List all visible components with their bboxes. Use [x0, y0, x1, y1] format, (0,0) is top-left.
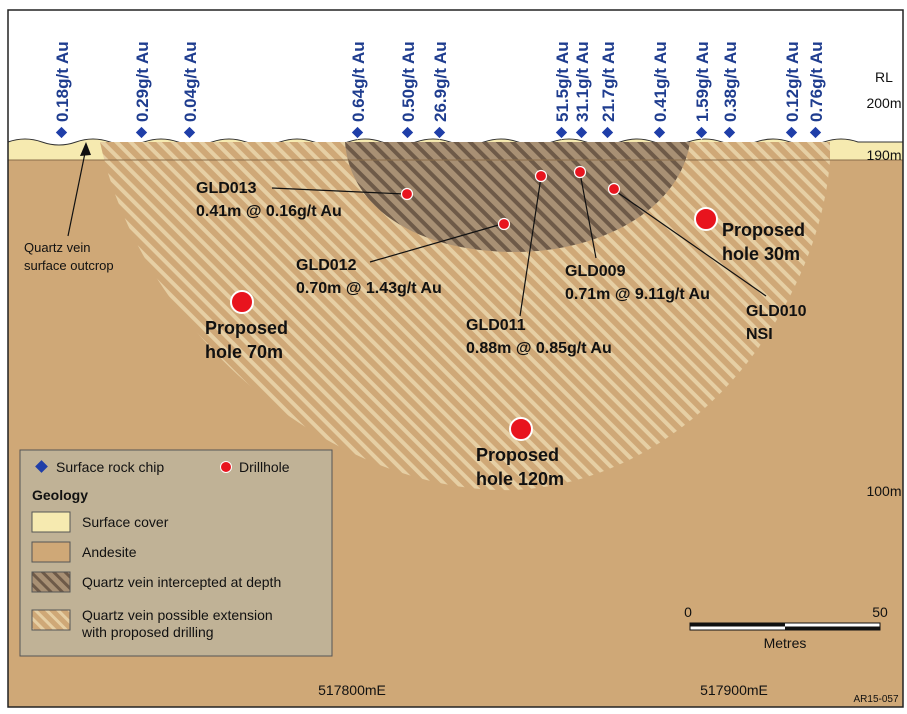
- scale-min-label: 0: [684, 604, 692, 620]
- drillhole-result: NSI: [746, 326, 773, 343]
- proposed-hole-label: hole 70m: [205, 342, 283, 362]
- leader-line: [519, 176, 542, 317]
- legend-swatch-surface-cover: [31, 511, 71, 533]
- reference-code: AR15-057: [853, 694, 898, 705]
- rock-chip-marker: [600, 125, 615, 140]
- outcrop-label: surface outcrop: [24, 258, 114, 273]
- sample-label: 0.64g/t Au: [349, 41, 368, 122]
- rl-level-label: 200m: [866, 95, 901, 111]
- sample-label: 0.38g/t Au: [721, 41, 740, 122]
- proposed-hole-label: hole 120m: [476, 469, 564, 489]
- rock-chip-marker: [350, 125, 365, 140]
- proposed-hole-marker: [230, 290, 254, 314]
- drillhole-marker: [400, 187, 414, 201]
- legend-drillhole-label: Drillhole: [239, 459, 290, 475]
- rl-title: RL: [875, 69, 893, 85]
- outcrop-label: Quartz vein: [24, 240, 90, 255]
- legend-item-label: Surface cover: [82, 514, 169, 530]
- rl-level-label: 190m: [866, 147, 901, 163]
- rock-chip-marker: [808, 125, 823, 140]
- easting-label: 517800mE: [318, 682, 386, 698]
- legend-rock-chip-label: Surface rock chip: [56, 459, 164, 475]
- legend-item-label: Quartz vein possible extension: [82, 607, 273, 623]
- rock-chip-marker: [134, 125, 149, 140]
- drillhole-marker: [607, 182, 621, 196]
- leader-line: [67, 147, 87, 237]
- proposed-hole-label: Proposed: [205, 318, 288, 338]
- easting-label: 517900mE: [700, 682, 768, 698]
- sample-label: 51.5g/t Au: [553, 41, 572, 122]
- arrow-head: [80, 142, 91, 156]
- rock-chip-marker: [182, 125, 197, 140]
- rock-chip-marker: [652, 125, 667, 140]
- legend-geology-title: Geology: [32, 487, 88, 503]
- frame: [7, 9, 904, 708]
- drillhole-name: GLD012: [296, 257, 357, 274]
- rl-level-label: 100m: [866, 483, 901, 499]
- rock-chip-marker: [784, 125, 799, 140]
- drillhole-marker: [573, 165, 587, 179]
- drillhole-marker: [534, 169, 548, 183]
- sample-label: 21.7g/t Au: [599, 41, 618, 122]
- leader-lines: [67, 147, 767, 317]
- drillhole-result: 0.88m @ 0.85g/t Au: [466, 340, 612, 357]
- sample-label: 0.18g/t Au: [53, 41, 72, 122]
- rock-chip-marker: [400, 125, 415, 140]
- scale-max-label: 50: [872, 604, 888, 620]
- drillhole-name: GLD010: [746, 303, 807, 320]
- sample-label: 0.29g/t Au: [133, 41, 152, 122]
- scale-unit-label: Metres: [764, 635, 807, 651]
- legend-box: [19, 449, 333, 657]
- proposed-hole-label: Proposed: [476, 445, 559, 465]
- rock-chip-marker: [432, 125, 447, 140]
- drillhole-markers: [400, 165, 621, 231]
- legend-swatch-vein-intercepted: [31, 571, 71, 593]
- legend-drillhole-icon: [220, 461, 232, 473]
- rock-chip-marker: [722, 125, 737, 140]
- drillhole-result: 0.70m @ 1.43g/t Au: [296, 280, 442, 297]
- proposed-hole-markers: [230, 207, 718, 441]
- drillhole-name: GLD011: [466, 317, 526, 334]
- sample-label: 1.59g/t Au: [693, 41, 712, 122]
- vein-extension-zone: [100, 142, 830, 491]
- leader-line: [271, 187, 406, 195]
- proposed-hole-label: hole 30m: [722, 244, 800, 264]
- vein-intercept-zone: [345, 142, 690, 252]
- rock-chip-marker: [694, 125, 709, 140]
- legend: Surface rock chip Drillhole Geology Surf…: [19, 449, 333, 657]
- drillhole-name: GLD009: [565, 263, 626, 280]
- rock-chip-marker: [54, 125, 69, 140]
- proposed-hole-marker: [509, 417, 533, 441]
- sample-label: 0.76g/t Au: [807, 41, 826, 122]
- proposed-hole-marker: [694, 207, 718, 231]
- sample-label: 0.41g/t Au: [651, 41, 670, 122]
- drillhole-marker: [497, 217, 511, 231]
- legend-swatch-vein-extension: [31, 609, 71, 631]
- sample-label: 0.04g/t Au: [181, 41, 200, 122]
- sample-label: 26.9g/t Au: [431, 41, 450, 122]
- legend-item-label: Andesite: [82, 544, 137, 560]
- sample-label: 0.12g/t Au: [783, 41, 802, 122]
- drillhole-name: GLD013: [196, 180, 257, 197]
- drillhole-result: 0.41m @ 0.16g/t Au: [196, 203, 342, 220]
- legend-rock-chip-icon: [35, 460, 48, 473]
- scale-bar-segment: [690, 623, 785, 627]
- proposed-hole-label: Proposed: [722, 220, 805, 240]
- rock-chip-samples: 0.18g/t Au 0.29g/t Au 0.04g/t Au 0.64g/t…: [53, 41, 826, 140]
- leader-line: [369, 223, 503, 263]
- scale-bar: 0 50 Metres: [684, 604, 888, 651]
- scale-bar-segment: [785, 626, 880, 630]
- legend-item-label: with proposed drilling: [81, 624, 214, 640]
- legend-swatch-andesite: [31, 541, 71, 563]
- rock-chip-marker: [554, 125, 569, 140]
- leader-line: [613, 189, 767, 297]
- sample-label: 31.1g/t Au: [573, 41, 592, 122]
- drillhole-result: 0.71m @ 9.11g/t Au: [565, 286, 710, 303]
- rock-chip-marker: [574, 125, 589, 140]
- sample-label: 0.50g/t Au: [399, 41, 418, 122]
- leader-line: [579, 172, 597, 259]
- legend-item-label: Quartz vein intercepted at depth: [82, 574, 281, 590]
